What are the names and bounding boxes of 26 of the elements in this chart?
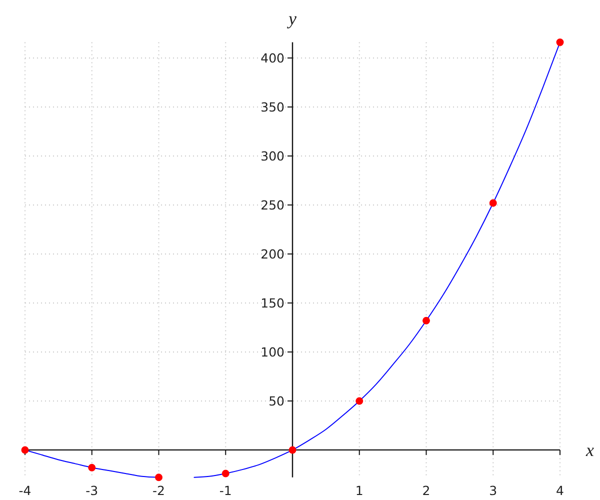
y-tick-label: 250 xyxy=(260,197,285,212)
y-tick-label: 350 xyxy=(260,99,285,114)
x-tick-label: -4 xyxy=(18,482,32,498)
x-tick-label: 2 xyxy=(422,482,430,498)
point xyxy=(222,470,230,478)
y-tick-label: 50 xyxy=(268,393,285,408)
x-tick-label: 3 xyxy=(489,482,498,498)
x-tick-label: 4 xyxy=(556,482,564,498)
point xyxy=(155,474,162,482)
x-tick-label: -1 xyxy=(219,482,232,498)
y-tick-label: 200 xyxy=(260,246,285,262)
y-tick-label: 150 xyxy=(260,295,285,310)
point xyxy=(288,446,296,454)
y-tick-label: 100 xyxy=(260,344,285,360)
x-tick-label: -2 xyxy=(152,482,165,498)
y-tick-label: 400 xyxy=(260,50,285,66)
point xyxy=(422,316,430,324)
point xyxy=(556,38,564,46)
point xyxy=(356,397,364,405)
x-tick-label: 1 xyxy=(355,482,364,498)
point xyxy=(88,464,96,472)
x-axis-title: x xyxy=(585,440,594,460)
point xyxy=(489,199,497,207)
y-tick-label: 300 xyxy=(260,148,285,164)
x-tick-label: -3 xyxy=(86,482,98,498)
y-axis-title: y xyxy=(286,8,296,28)
